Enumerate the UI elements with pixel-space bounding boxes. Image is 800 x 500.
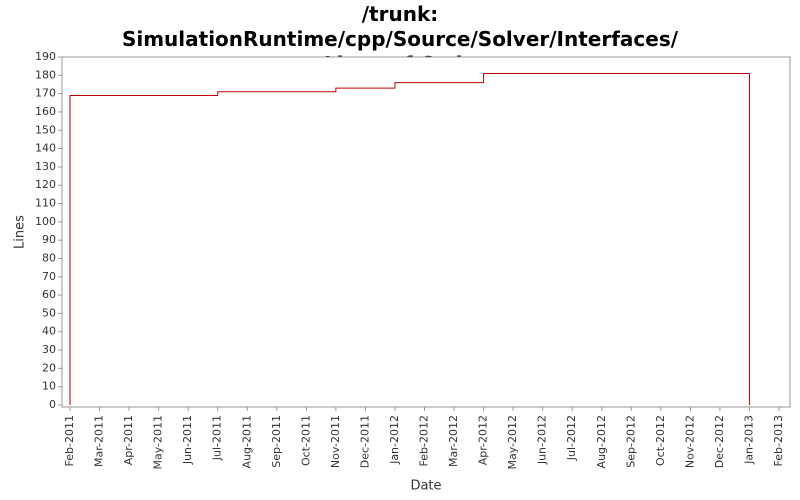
x-axis-label: Date — [410, 479, 441, 494]
x-tick-label: Oct-2011 — [299, 415, 312, 466]
y-tick-label: 180 — [35, 68, 56, 81]
y-tick-label: 20 — [42, 361, 56, 374]
x-tick-label: May-2012 — [506, 415, 519, 470]
y-tick-label: 100 — [35, 215, 56, 228]
x-tick-label: Feb-2011 — [63, 415, 76, 466]
x-tick-label: Nov-2011 — [329, 415, 342, 468]
x-tick-label: Jun-2011 — [181, 415, 194, 465]
x-tick-label: Aug-2011 — [240, 415, 253, 468]
y-tick-label: 30 — [42, 343, 56, 356]
x-tick-label: Dec-2011 — [358, 415, 371, 468]
x-tick-label: Sep-2011 — [270, 415, 283, 468]
y-axis-label: Lines — [13, 215, 28, 249]
y-tick-label: 0 — [49, 398, 56, 411]
x-tick-label: Mar-2012 — [447, 415, 460, 467]
y-tick-label: 90 — [42, 233, 56, 246]
y-tick-label: 160 — [35, 105, 56, 118]
x-tick-label: Aug-2012 — [595, 415, 608, 468]
y-tick-label: 10 — [42, 380, 56, 393]
x-tick-label: Jul-2012 — [565, 415, 578, 461]
x-tick-label: Feb-2013 — [772, 415, 785, 466]
x-tick-label: Dec-2012 — [713, 415, 726, 468]
x-tick-label: Oct-2012 — [654, 415, 667, 466]
x-tick-label: Jul-2011 — [211, 415, 224, 461]
y-tick-label: 150 — [35, 123, 56, 136]
x-tick-label: Nov-2012 — [683, 415, 696, 468]
x-tick-label: Jan-2012 — [388, 415, 401, 465]
x-tick-label: May-2011 — [152, 415, 165, 470]
y-tick-label: 130 — [35, 160, 56, 173]
y-tick-label: 170 — [35, 87, 56, 100]
y-tick-label: 110 — [35, 197, 56, 210]
y-tick-label: 70 — [42, 270, 56, 283]
y-tick-label: 140 — [35, 142, 56, 155]
y-tick-label: 120 — [35, 178, 56, 191]
y-tick-label: 80 — [42, 251, 56, 264]
plot-frame — [61, 56, 791, 408]
y-tick-label: 190 — [35, 50, 56, 63]
y-tick-label: 60 — [42, 288, 56, 301]
x-tick-label: Sep-2012 — [624, 415, 637, 468]
x-tick-label: Apr-2012 — [477, 415, 490, 465]
x-tick-label: Feb-2012 — [418, 415, 431, 466]
x-tick-label: Jan-2013 — [742, 415, 755, 465]
y-tick-label: 40 — [42, 325, 56, 338]
y-tick-label: 50 — [42, 306, 56, 319]
x-tick-label: Apr-2011 — [122, 415, 135, 465]
x-tick-label: Mar-2011 — [93, 415, 106, 467]
x-tick-label: Jun-2012 — [536, 415, 549, 465]
line — [69, 72, 750, 405]
